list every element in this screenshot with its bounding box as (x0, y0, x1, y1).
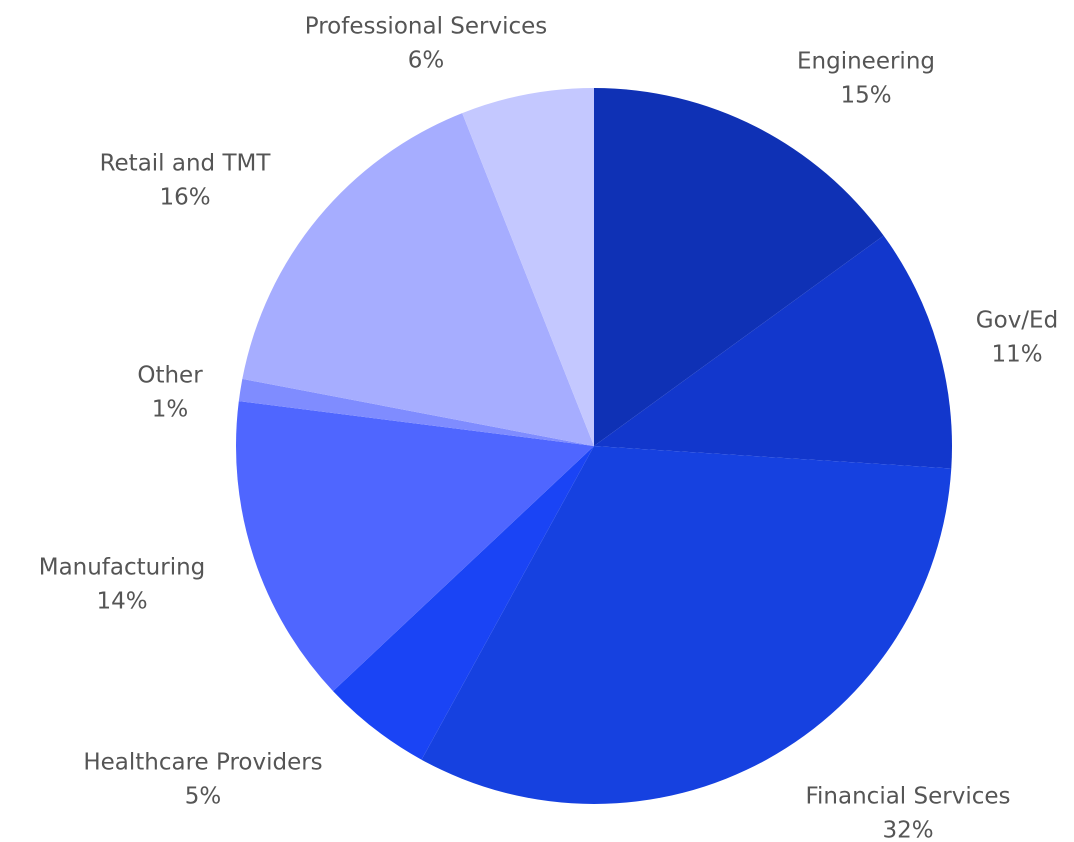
pie-slice (238, 378, 594, 446)
slice-value: 6% (408, 48, 445, 74)
slice-label: Engineering (797, 49, 935, 75)
slice-label: Gov/Ed (976, 308, 1058, 334)
slice-value: 11% (991, 342, 1042, 368)
pie-slice (242, 113, 594, 446)
slice-value: 32% (882, 818, 933, 842)
slice-value: 15% (840, 83, 891, 109)
slice-label: Healthcare Providers (83, 750, 322, 776)
pie-slice (333, 446, 594, 760)
slice-value: 5% (185, 784, 222, 810)
slice-label: Manufacturing (39, 555, 206, 581)
pie-slice (421, 446, 952, 804)
slice-value: 16% (159, 185, 210, 211)
slice-value: 1% (152, 397, 189, 423)
slice-label: Retail and TMT (100, 151, 272, 177)
slice-label: Other (137, 363, 203, 389)
slice-value: 14% (96, 589, 147, 615)
pie-slice (236, 401, 594, 692)
pie-slice (462, 88, 594, 446)
pie-slice (594, 235, 952, 469)
pie-slice (594, 88, 884, 446)
slice-label: Financial Services (805, 784, 1010, 810)
slice-label: Professional Services (305, 14, 548, 40)
